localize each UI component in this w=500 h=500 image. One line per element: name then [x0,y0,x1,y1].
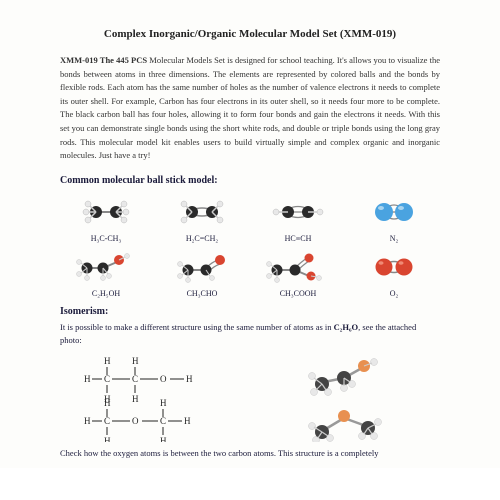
svg-text:H: H [84,416,91,426]
svg-text:H: H [160,398,167,408]
n2-model [364,192,424,232]
svg-text:C: C [132,374,138,384]
molecule-label: O₂ [348,289,440,298]
svg-text:C: C [104,374,110,384]
svg-text:H: H [132,394,139,404]
section-heading: Common molecular ball stick model: [60,175,440,186]
ethane-model [76,192,136,232]
o2-model [364,247,424,287]
molecule-n2: N₂ [348,192,440,243]
document-page: Complex Inorganic/Organic Molecular Mode… [0,0,500,468]
molecule-ethanol: C₂H₅OH [60,247,152,298]
svg-text:C: C [104,416,110,426]
footer-text: Check how the oxygen atoms is between th… [60,448,440,458]
acetaldehyde-model [172,246,232,288]
molecule-label: CH₃CHO [156,289,248,298]
molecule-row-2: C₂H₅OH CH₃CHO [60,247,440,298]
ethene-model [172,192,232,232]
intro-lead: XMM-019 The 445 PCS [60,55,147,65]
svg-text:H: H [104,356,111,366]
molecule-label: C₂H₅OH [60,289,152,298]
ethyne-model [268,192,328,232]
molecule-ethene: H₂C=CH₂ [156,192,248,243]
svg-text:H: H [104,436,111,442]
svg-text:H: H [84,374,91,384]
molecule-label: CH₃COOH [252,289,344,298]
isomerism-heading: Isomerism: [60,306,440,317]
svg-text:H: H [160,436,167,442]
isomer-3d-models [278,352,440,442]
iso-formula: C₂H₆O [334,322,358,332]
molecule-acetic-acid: CH₃COOH [252,247,344,298]
molecule-label: N₂ [348,234,440,243]
structural-diagram: H H H C C O H H H H H H C O C [74,352,244,442]
molecule-label: H₂C=CH₂ [156,234,248,243]
molecule-o2: O₂ [348,247,440,298]
svg-text:H: H [104,398,111,408]
acetic-acid-model [263,246,333,288]
molecule-label: HC≡CH [252,234,344,243]
molecule-acetaldehyde: CH₃CHO [156,247,248,298]
page-title: Complex Inorganic/Organic Molecular Mode… [60,28,440,40]
svg-text:H: H [186,374,193,384]
svg-text:O: O [160,374,167,384]
structural-formulas: H H H C C O H H H H H H C O C [60,352,258,442]
molecule-ethane: H₃C-CH₃ [60,192,152,243]
iso-text-1: It is possible to make a different struc… [60,322,334,332]
svg-text:O: O [132,416,139,426]
svg-text:H: H [184,416,191,426]
svg-text:C: C [160,416,166,426]
molecule-label: H₃C-CH₃ [60,234,152,243]
molecule-ethyne: HC≡CH [252,192,344,243]
intro-paragraph: XMM-019 The 445 PCS Molecular Models Set… [60,54,440,163]
molecule-row-1: H₃C-CH₃ H₂C=CH₂ [60,192,440,243]
isomer-3d [284,352,434,442]
isomerism-text: It is possible to make a different struc… [60,321,440,347]
intro-body: Molecular Models Set is designed for sch… [60,55,440,160]
ethanol-model [71,246,141,288]
isomerism-row: H H H C C O H H H H H H C O C [60,352,440,442]
svg-text:H: H [132,356,139,366]
